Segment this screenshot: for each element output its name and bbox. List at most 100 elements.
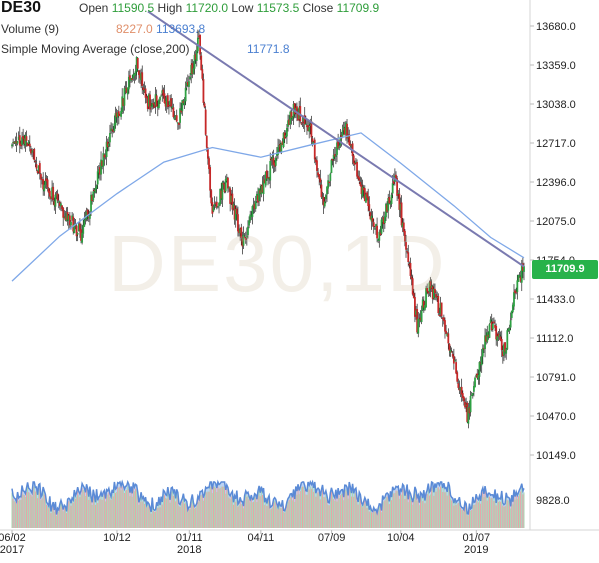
candle-down (429, 281, 432, 290)
candle-up (390, 194, 393, 204)
candle-down (493, 321, 495, 323)
candle-up (516, 280, 519, 292)
x-tick-year: 2018 (177, 544, 201, 556)
candle-down (412, 293, 415, 298)
candle-up (94, 188, 97, 193)
candle-down (145, 96, 148, 99)
candle-up (159, 96, 161, 101)
candle-down (495, 325, 498, 340)
candle-down (62, 207, 65, 218)
candle-up (287, 120, 289, 127)
candle-down (319, 178, 322, 183)
candle-up (105, 141, 108, 158)
open-value: 11590.5 (111, 1, 155, 15)
candle-up (478, 362, 481, 377)
candle-up (250, 215, 253, 217)
candle-up (217, 206, 219, 208)
candle-up (21, 137, 23, 145)
candle-up (399, 203, 402, 211)
candle-down (419, 317, 422, 321)
candle-down (468, 407, 471, 414)
y-tick-label: 10149.0 (536, 450, 576, 462)
candle-down (206, 147, 209, 159)
candle-down (111, 129, 114, 131)
candle-up (239, 228, 242, 234)
candle-down (142, 87, 145, 91)
candle-up (511, 304, 514, 312)
candle-up (323, 201, 326, 207)
candle-up (271, 156, 274, 161)
candle-down (444, 320, 446, 332)
candle-down (356, 162, 358, 177)
candle-up (74, 225, 77, 227)
candle-up (436, 297, 439, 299)
candle-down (91, 195, 94, 202)
sma-200-line (11, 132, 525, 282)
candle-up (385, 203, 387, 218)
candle-up (242, 234, 245, 246)
candle-down (382, 217, 385, 225)
candle-up (60, 203, 62, 207)
candle-up (228, 187, 230, 189)
candle-down (231, 193, 234, 210)
x-tick-label: 10/12 (103, 532, 131, 544)
candle-up (171, 106, 174, 109)
candle-up (425, 287, 427, 308)
candle-down (137, 70, 140, 75)
candle-up (183, 100, 186, 106)
candle-down (322, 196, 325, 206)
candle-up (264, 171, 267, 186)
candle-down (405, 242, 407, 250)
candle-up (225, 177, 228, 181)
candle-up (329, 173, 332, 181)
candle-up (506, 330, 509, 350)
candle-up (82, 225, 85, 234)
candle-down (144, 88, 147, 98)
candle-up (76, 232, 79, 235)
x-tick-year: 2017 (0, 544, 24, 556)
candle-up (43, 184, 46, 192)
candle-down (75, 225, 78, 237)
candle-down (15, 141, 18, 144)
candle-down (48, 190, 51, 197)
candle-up (192, 68, 195, 74)
candle-down (40, 174, 42, 180)
candle-up (31, 151, 33, 153)
candle-up (341, 130, 344, 137)
candle-down (366, 192, 368, 198)
candle-down (348, 134, 351, 145)
candle-up (258, 188, 260, 201)
candle-up (27, 141, 30, 144)
candle-up (97, 169, 100, 173)
candle-up (424, 304, 426, 310)
candle-up (475, 375, 478, 377)
candle-down (202, 79, 205, 103)
candle-up (224, 179, 227, 192)
candle-down (56, 193, 59, 201)
candle-down (283, 132, 286, 139)
candle-up (32, 150, 35, 152)
candle-down (261, 184, 264, 193)
candle-down (451, 353, 454, 357)
candle-down (442, 317, 445, 322)
candle-down (170, 98, 173, 107)
candle-down (50, 196, 52, 200)
candle-down (515, 291, 518, 293)
candle-up (377, 239, 380, 241)
candle-up (251, 206, 254, 218)
candle-down (211, 202, 214, 214)
candle-down (402, 222, 405, 232)
candle-down (379, 232, 382, 236)
candle-up (365, 194, 367, 203)
candle-up (309, 123, 312, 126)
candle-down (316, 160, 318, 171)
candle-down (416, 309, 419, 333)
candle-up (291, 116, 294, 120)
candle-down (490, 321, 493, 331)
candle-up (370, 215, 373, 222)
candle-up (277, 147, 279, 155)
candle-down (47, 188, 50, 193)
candle-down (101, 160, 104, 166)
